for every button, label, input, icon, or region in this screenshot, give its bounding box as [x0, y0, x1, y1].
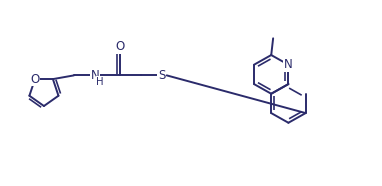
Text: O: O — [115, 40, 125, 53]
Text: N: N — [91, 69, 99, 82]
Text: H: H — [96, 77, 104, 87]
Text: N: N — [284, 58, 293, 71]
Text: O: O — [30, 73, 40, 86]
Text: S: S — [158, 69, 165, 82]
